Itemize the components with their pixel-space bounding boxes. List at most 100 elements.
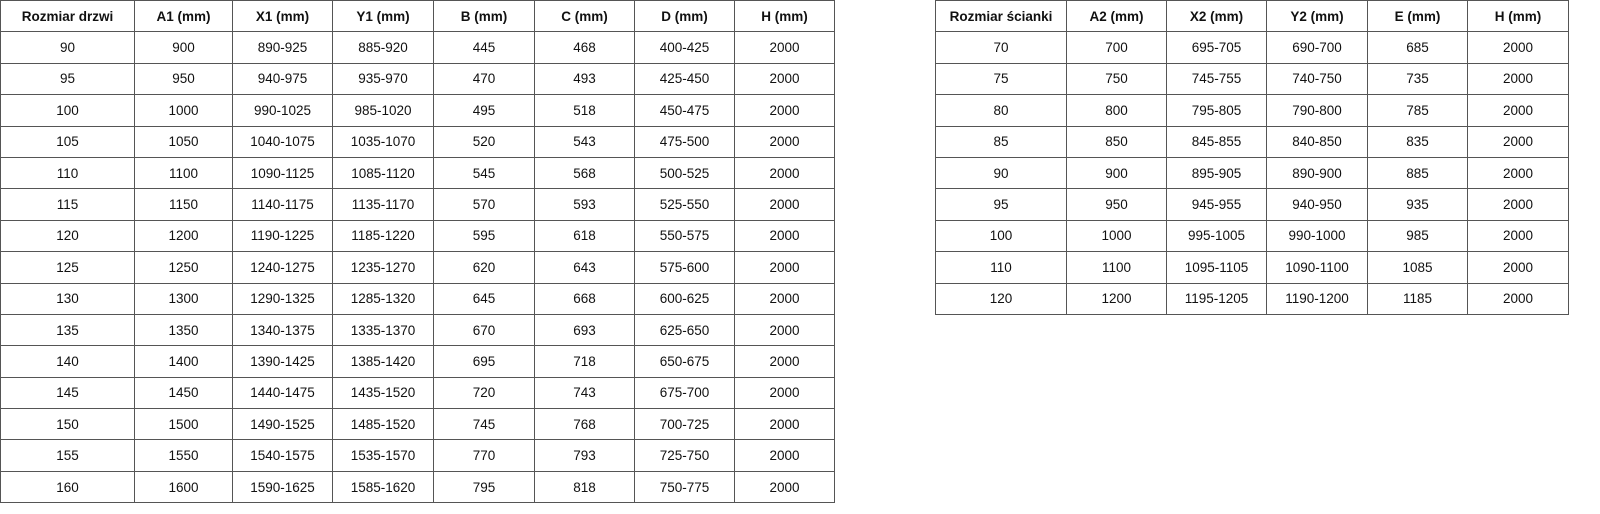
table-body: 70 700 695-705 690-700 685 2000 75 750 745-755 74… (935, 31, 1569, 315)
table-cell: 720 (433, 376, 535, 410)
column-header: Y2 (mm) (1266, 0, 1368, 33)
table-cell: 105 (0, 125, 135, 158)
table-cell: 2000 (734, 376, 835, 410)
table-row: 140 1400 1390-1425 1385-1420 695 718 650-675 20… (0, 345, 835, 378)
table-header-row: Rozmiar ścianki A2 (mm) X2 (mm) Y2 (mm) E (m… (935, 0, 1569, 33)
table-cell: 1390-1425 (232, 345, 333, 378)
table-cell: 135 (0, 313, 135, 347)
table-cell: 2000 (734, 219, 835, 253)
table-cell: 75 (935, 62, 1067, 96)
table-row: 95 950 945-955 940-950 935 2000 (935, 188, 1569, 221)
table-cell: 668 (534, 282, 635, 315)
table-cell: 85 (935, 125, 1067, 158)
table-cell: 468 (534, 31, 635, 64)
table-cell: 1240-1275 (232, 251, 333, 284)
table-row: 150 1500 1490-1525 1485-1520 745 768 700-725 20… (0, 408, 835, 441)
table-row: 125 1250 1240-1275 1235-1270 620 643 575-600 20… (0, 251, 835, 284)
table-cell: 1185-1220 (332, 219, 434, 253)
table-cell: 750-775 (634, 470, 735, 504)
table-cell: 568 (534, 156, 635, 190)
table-cell: 2000 (734, 251, 835, 284)
table-cell: 2000 (1467, 62, 1569, 96)
column-header: H (mm) (734, 0, 835, 33)
table-cell: 620 (433, 251, 535, 284)
table-cell: 1135-1170 (332, 188, 434, 221)
table-cell: 1050 (134, 125, 233, 158)
table-cell: 120 (0, 219, 135, 253)
table-cell: 1335-1370 (332, 313, 434, 347)
table-cell: 1450 (134, 376, 233, 410)
table-cell: 1150 (134, 188, 233, 221)
table-cell: 950 (134, 62, 233, 96)
table-cell: 595 (433, 219, 535, 253)
column-header: A2 (mm) (1066, 0, 1167, 33)
table-body: 90 900 890-925 885-920 445 468 400-425 2000 95 95… (0, 31, 835, 504)
table-cell: 1085-1120 (332, 156, 434, 190)
table-cell: 985-1020 (332, 94, 434, 127)
table-cell: 618 (534, 219, 635, 253)
table-cell: 885-920 (332, 31, 434, 64)
table-cell: 1090-1100 (1266, 251, 1368, 284)
table-row: 80 800 795-805 790-800 785 2000 (935, 94, 1569, 127)
wall-sizes-table: Rozmiar ścianki A2 (mm) X2 (mm) Y2 (mm) E (m… (935, 0, 1569, 315)
table-cell: 800 (1066, 94, 1167, 127)
table-cell: 518 (534, 94, 635, 127)
table-cell: 1035-1070 (332, 125, 434, 158)
table-row: 120 1200 1195-1205 1190-1200 1185 2000 (935, 282, 1569, 315)
table-cell: 745-755 (1166, 62, 1267, 96)
column-header: X1 (mm) (232, 0, 333, 33)
table-cell: 1440-1475 (232, 376, 333, 410)
table-cell: 700 (1066, 31, 1167, 64)
table-cell: 570 (433, 188, 535, 221)
table-cell: 890-900 (1266, 156, 1368, 190)
table-cell: 130 (0, 282, 135, 315)
table-cell: 145 (0, 376, 135, 410)
table-cell: 740-750 (1266, 62, 1368, 96)
table-row: 100 1000 990-1025 985-1020 495 518 450-475 2000 (0, 94, 835, 127)
table-row: 110 1100 1090-1125 1085-1120 545 568 500-525 20… (0, 156, 835, 190)
table-cell: 2000 (1467, 31, 1569, 64)
table-row: 130 1300 1290-1325 1285-1320 645 668 600-625 20… (0, 282, 835, 315)
table-cell: 625-650 (634, 313, 735, 347)
table-cell: 445 (433, 31, 535, 64)
column-header: X2 (mm) (1166, 0, 1267, 33)
table-cell: 2000 (734, 156, 835, 190)
table-cell: 743 (534, 376, 635, 410)
table-row: 155 1550 1540-1575 1535-1570 770 793 725-750 20… (0, 439, 835, 472)
table-header-row: Rozmiar drzwi A1 (mm) X1 (mm) Y1 (mm) B (mm)… (0, 0, 835, 33)
table-row: 120 1200 1190-1225 1185-1220 595 618 550-575 20… (0, 219, 835, 253)
column-header: Rozmiar ścianki (935, 0, 1067, 33)
table-cell: 2000 (734, 345, 835, 378)
table-row: 95 950 940-975 935-970 470 493 425-450 2000 (0, 62, 835, 96)
table-cell: 690-700 (1266, 31, 1368, 64)
table-cell: 1000 (1066, 219, 1167, 253)
table-cell: 110 (935, 251, 1067, 284)
table-cell: 700-725 (634, 408, 735, 441)
table-cell: 900 (134, 31, 233, 64)
table-cell: 1290-1325 (232, 282, 333, 315)
table-cell: 2000 (1467, 282, 1569, 315)
table-cell: 160 (0, 470, 135, 504)
table-cell: 770 (433, 439, 535, 472)
table-row: 85 850 845-855 840-850 835 2000 (935, 125, 1569, 158)
table-cell: 845-855 (1166, 125, 1267, 158)
table-cell: 1535-1570 (332, 439, 434, 472)
table-row: 90 900 895-905 890-900 885 2000 (935, 156, 1569, 190)
table-cell: 1235-1270 (332, 251, 434, 284)
table-cell: 840-850 (1266, 125, 1368, 158)
table-cell: 1200 (1066, 282, 1167, 315)
table-cell: 1600 (134, 470, 233, 504)
table-cell: 835 (1367, 125, 1468, 158)
table-row: 160 1600 1590-1625 1585-1620 795 818 750-775 20… (0, 470, 835, 504)
table-cell: 1540-1575 (232, 439, 333, 472)
table-cell: 2000 (734, 62, 835, 96)
table-cell: 1185 (1367, 282, 1468, 315)
table-row: 70 700 695-705 690-700 685 2000 (935, 31, 1569, 64)
table-row: 100 1000 995-1005 990-1000 985 2000 (935, 219, 1569, 253)
table-cell: 95 (935, 188, 1067, 221)
table-cell: 750 (1066, 62, 1167, 96)
table-cell: 895-905 (1166, 156, 1267, 190)
table-cell: 520 (433, 125, 535, 158)
table-cell: 110 (0, 156, 135, 190)
table-cell: 1000 (134, 94, 233, 127)
